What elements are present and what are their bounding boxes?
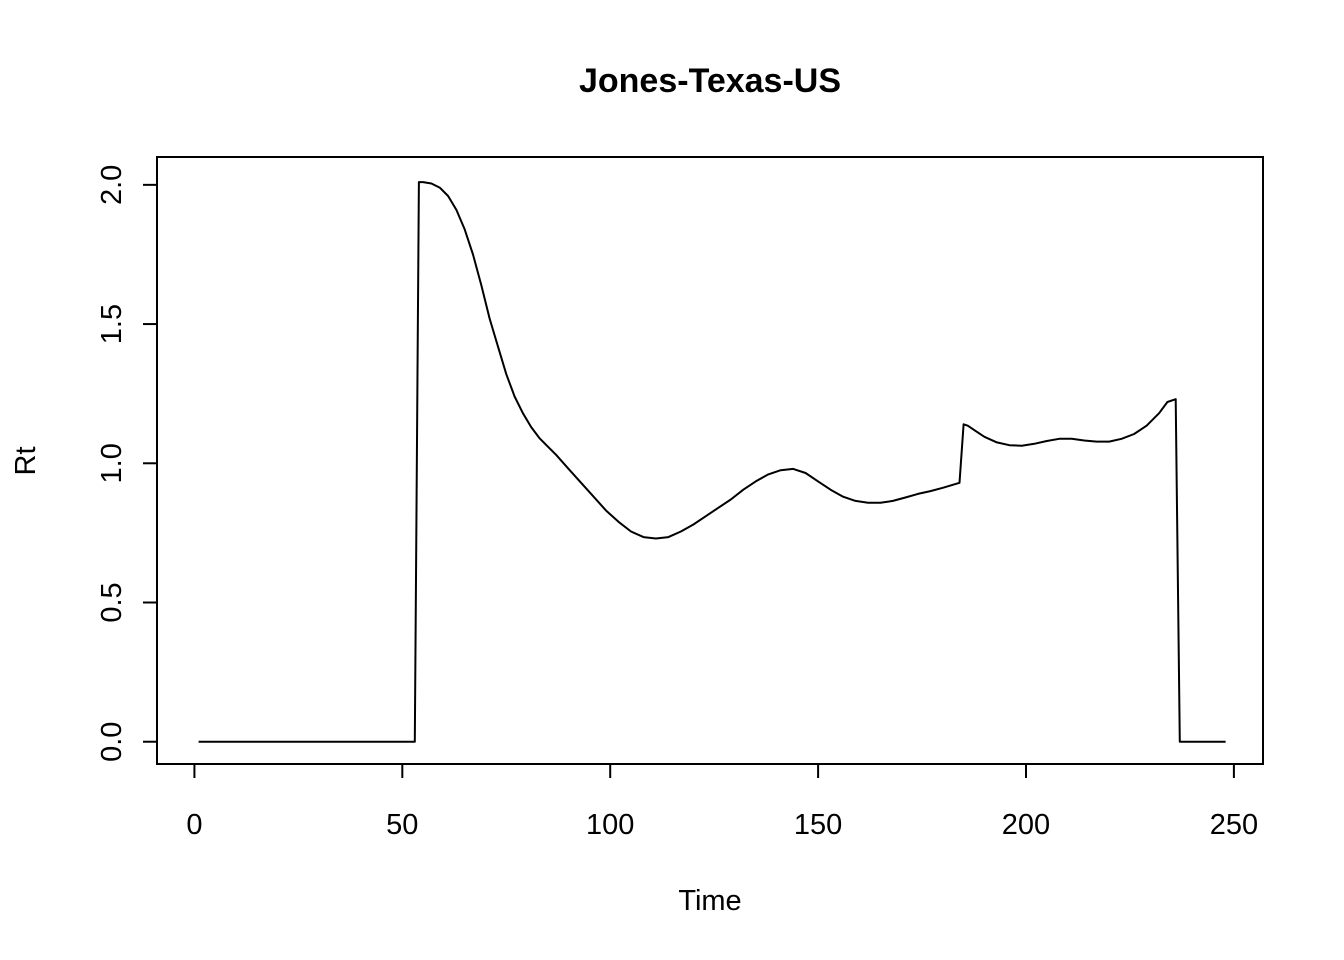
x-tick-label: 200 (1002, 809, 1050, 841)
y-tick-label: 2.0 (96, 165, 128, 205)
rt-series-line (198, 181, 1226, 743)
x-tick-label: 0 (186, 809, 202, 841)
y-tick-label: 1.0 (96, 443, 128, 483)
chart-title: Jones-Texas-US (579, 62, 841, 100)
y-axis-label: Rt (10, 447, 42, 476)
y-tick-label: 0.5 (96, 582, 128, 622)
y-axis: 0.0 0.5 1.0 1.5 2.0 (96, 165, 158, 762)
y-tick-label: 1.5 (96, 304, 128, 344)
x-tick-label: 50 (386, 809, 418, 841)
x-axis: 0 50 100 150 200 250 (186, 763, 1258, 841)
x-axis-label: Time (678, 885, 741, 917)
x-tick-label: 100 (586, 809, 634, 841)
y-tick-label: 0.0 (96, 722, 128, 762)
x-tick-label: 250 (1210, 809, 1258, 841)
x-tick-label: 150 (794, 809, 842, 841)
